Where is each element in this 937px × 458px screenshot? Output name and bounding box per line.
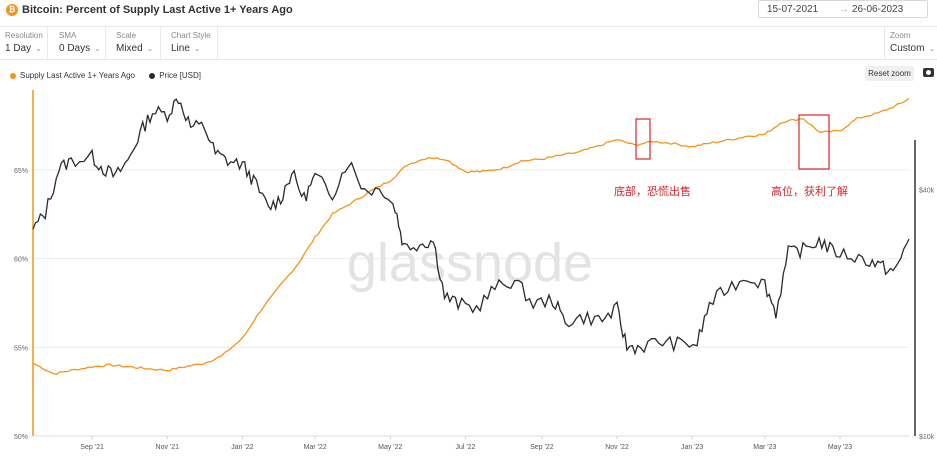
price-line bbox=[32, 98, 910, 356]
zoom-dropdown[interactable]: Zoom Custom ⌄ bbox=[884, 27, 937, 59]
header: ₿ Bitcoin: Percent of Supply Last Active… bbox=[0, 0, 937, 22]
x-tick-label: Mar '22 bbox=[304, 444, 327, 451]
chart-style-dropdown[interactable]: Chart Style Line ⌄ bbox=[166, 27, 218, 59]
chevron-down-icon: ⌄ bbox=[35, 44, 42, 53]
legend-swatch-supply bbox=[10, 72, 16, 79]
date-to[interactable]: 26-06-2023 bbox=[852, 4, 904, 15]
y-right-tick-label: $40k bbox=[919, 188, 935, 195]
scale-label: Scale bbox=[116, 31, 137, 40]
bitcoin-icon: ₿ bbox=[6, 4, 18, 16]
series-lines bbox=[32, 98, 910, 375]
x-tick-label: Jan '22 bbox=[231, 444, 253, 451]
resolution-label: Resolution bbox=[5, 31, 43, 40]
sma-value: 0 Days bbox=[59, 43, 91, 54]
date-range-picker[interactable]: 15-07-2021 → 26-06-2023 bbox=[758, 0, 928, 18]
y-left-tick-label: 50% bbox=[14, 434, 28, 441]
chart-style-value: Line bbox=[171, 43, 190, 54]
y-right-tick-label: $10k bbox=[919, 434, 935, 441]
reset-zoom-button[interactable]: Reset zoom bbox=[865, 66, 914, 81]
annotation-box bbox=[635, 118, 651, 160]
y-left-tick-label: 65% bbox=[14, 168, 28, 175]
chevron-down-icon: ⌄ bbox=[928, 44, 936, 53]
chevron-down-icon: ⌄ bbox=[94, 44, 101, 53]
x-tick-label: May '23 bbox=[828, 444, 852, 451]
x-tick-label: Sep '22 bbox=[530, 444, 554, 451]
arrow-right-icon: → bbox=[839, 4, 849, 15]
legend-label-price[interactable]: Price [USD] bbox=[159, 71, 202, 81]
chart-style-label: Chart Style bbox=[171, 31, 211, 40]
scale-dropdown[interactable]: Scale Mixed ⌄ bbox=[111, 27, 161, 59]
date-from[interactable]: 15-07-2021 bbox=[767, 4, 819, 15]
zoom-value: Custom bbox=[890, 43, 925, 54]
x-tick-label: Sep '21 bbox=[80, 444, 104, 451]
annotation-label: 底部，恐慌出售 bbox=[614, 184, 691, 198]
x-tick-label: Nov '21 bbox=[156, 444, 180, 451]
zoom-label: Zoom bbox=[890, 31, 911, 40]
toolbar: Resolution 1 Day ⌄ SMA 0 Days ⌄ Scale Mixe… bbox=[0, 26, 937, 60]
scale-value: Mixed bbox=[116, 43, 143, 54]
supply-line bbox=[32, 98, 910, 375]
watermark: glassnode bbox=[347, 233, 593, 293]
annotations: 底部，恐慌出售 高位，获利了解 bbox=[614, 114, 848, 198]
x-tick-label: Jul '22 bbox=[455, 444, 475, 451]
annotation-label: 高位，获利了解 bbox=[771, 184, 848, 198]
chart-plot-area: glassnode 50% 55% 60% 65% $10k $40k Sep '21 Nov… bbox=[14, 90, 935, 451]
x-tick-label: May '22 bbox=[378, 444, 402, 451]
sma-dropdown[interactable]: SMA 0 Days ⌄ bbox=[54, 27, 106, 59]
axes: 50% 55% 60% 65% $10k $40k Sep '21 Nov '21 Jan '2… bbox=[14, 90, 935, 451]
legend-label-supply[interactable]: Supply Last Active 1+ Years Ago bbox=[20, 71, 135, 81]
x-tick-label: Nov '22 bbox=[605, 444, 629, 451]
sma-label: SMA bbox=[59, 31, 77, 40]
x-tick-label: Mar '23 bbox=[753, 444, 776, 451]
resolution-value: 1 Day bbox=[5, 43, 32, 54]
y-left-tick-label: 60% bbox=[14, 257, 28, 264]
legend-swatch-price bbox=[149, 72, 156, 79]
y-left-tick-label: 55% bbox=[14, 345, 28, 352]
x-tick-label: Jan '23 bbox=[681, 444, 703, 451]
chevron-down-icon: ⌄ bbox=[193, 44, 201, 53]
annotation-box bbox=[798, 114, 830, 170]
chevron-down-icon: ⌄ bbox=[146, 44, 154, 53]
chart-legend: Supply Last Active 1+ Years Ago Price [U… bbox=[10, 71, 201, 80]
resolution-dropdown[interactable]: Resolution 1 Day ⌄ bbox=[0, 27, 48, 59]
chart-title: Bitcoin: Percent of Supply Last Active 1… bbox=[22, 4, 293, 16]
camera-icon[interactable] bbox=[923, 68, 934, 77]
